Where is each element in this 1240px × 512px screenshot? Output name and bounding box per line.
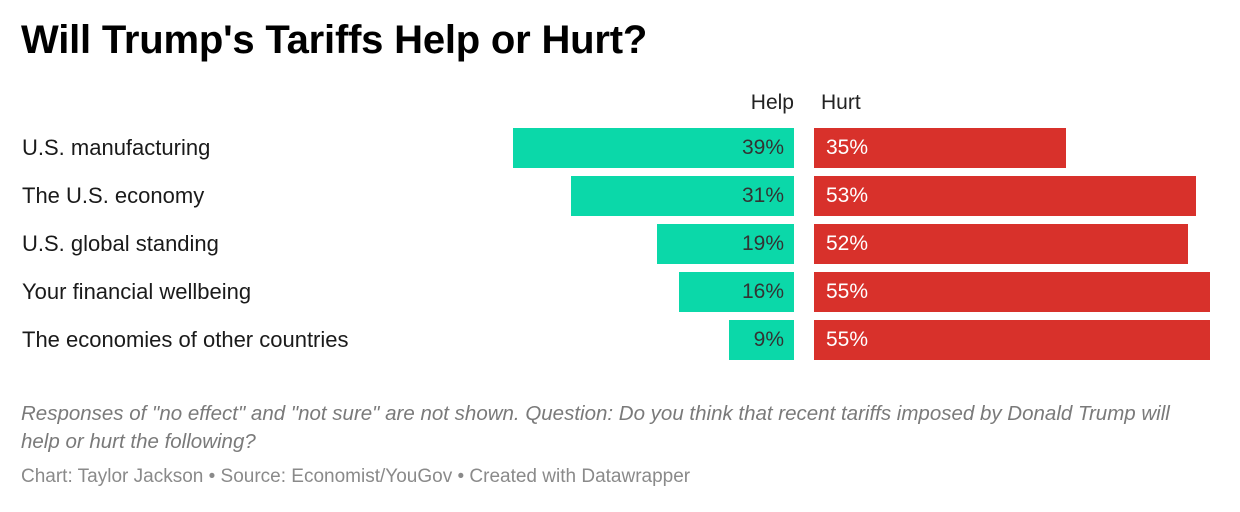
hurt-bar	[814, 224, 1189, 264]
category-label: Your financial wellbeing	[22, 279, 252, 304]
help-value-label: 16%	[741, 280, 784, 303]
category-label: U.S. global standing	[22, 231, 219, 256]
hurt-value-label: 53%	[826, 184, 869, 207]
chart-title: Will Trump's Tariffs Help or Hurt?	[21, 18, 648, 62]
chart-notes: Responses of "no effect" and "not sure" …	[21, 402, 1170, 453]
hurt-bar	[814, 272, 1210, 312]
chart-row: The economies of other countries 9% 55%	[0, 320, 1240, 360]
help-bar	[513, 128, 794, 168]
chart-byline: Chart: Taylor Jackson • Source: Economis…	[21, 466, 691, 487]
hurt-bar	[814, 128, 1066, 168]
help-column-header: Help	[750, 91, 794, 114]
chart-row: U.S. global standing 19% 52%	[0, 224, 1240, 264]
hurt-value-label: 52%	[826, 232, 869, 255]
help-value-label: 39%	[741, 136, 784, 159]
help-bar	[657, 224, 794, 264]
category-label: U.S. manufacturing	[22, 135, 211, 160]
chart-row: Your financial wellbeing 16% 55%	[0, 272, 1240, 312]
hurt-value-label: 35%	[826, 136, 869, 159]
help-value-label: 9%	[753, 328, 784, 351]
hurt-value-label: 55%	[826, 280, 869, 303]
help-value-label: 19%	[741, 232, 784, 255]
help-bar	[729, 320, 794, 360]
hurt-bar	[814, 176, 1196, 216]
hurt-column-header: Hurt	[821, 91, 861, 114]
help-bar	[678, 272, 794, 312]
chart-row: The U.S. economy 31% 53%	[0, 176, 1240, 216]
hurt-bar	[814, 320, 1210, 360]
chart-row: U.S. manufacturing 39% 35%	[0, 128, 1240, 168]
help-value-label: 31%	[741, 184, 784, 207]
help-bar	[570, 176, 794, 216]
category-label: The U.S. economy	[22, 183, 205, 208]
category-label: The economies of other countries	[22, 327, 349, 352]
hurt-value-label: 55%	[826, 328, 869, 351]
